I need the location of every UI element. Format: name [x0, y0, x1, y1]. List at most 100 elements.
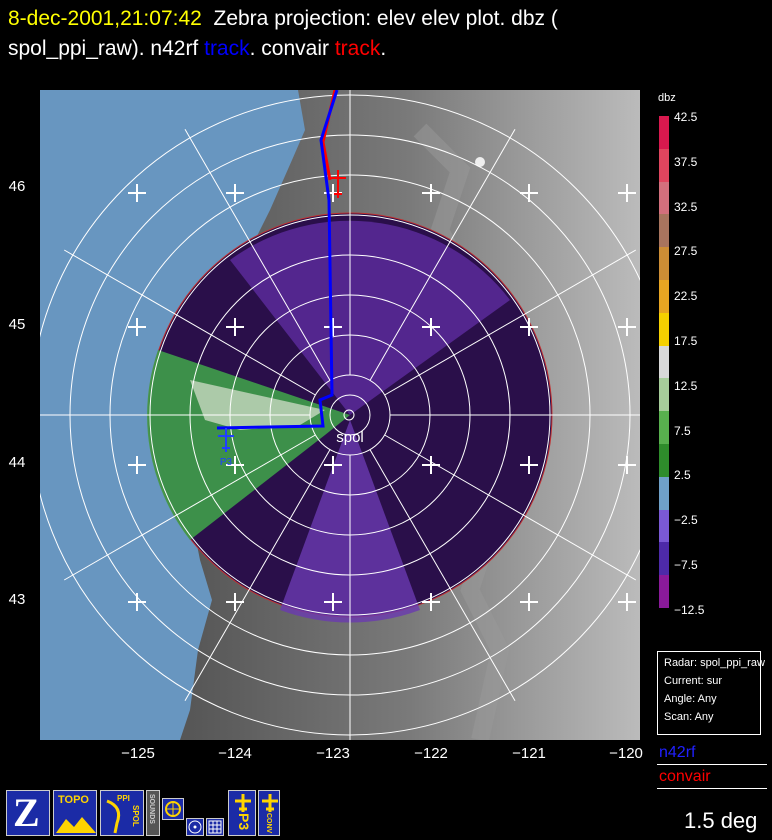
colorbar-swatch [659, 181, 669, 215]
radar-info-box: Radar: spol_ppi_raw Current: sur Angle: … [657, 651, 765, 735]
latlon-cross [618, 593, 636, 611]
azimuth-line [369, 128, 516, 381]
target-icon-button[interactable] [162, 798, 184, 820]
latlon-cross [422, 456, 440, 474]
p3-aircraft-button[interactable]: P3 [228, 790, 256, 836]
latlon-cross [422, 318, 440, 336]
radar-site-icon [343, 409, 355, 421]
mountain-icon [56, 817, 96, 833]
legend-divider-2 [657, 788, 767, 789]
colorbar-swatch [659, 542, 669, 576]
latlon-cross [226, 456, 244, 474]
radar-site-label: spol [336, 429, 364, 446]
lat-label-44: 44 [8, 454, 26, 471]
colorbar-swatch [659, 214, 669, 248]
colorbar-label: 12.5 [674, 378, 698, 393]
lat-label-46: 46 [8, 178, 26, 195]
latlon-cross [422, 184, 440, 202]
latlon-cross [128, 593, 146, 611]
lon-label-120: −120 [609, 745, 643, 762]
airplane-icon [235, 794, 251, 812]
lon-label-123: −123 [316, 745, 350, 762]
colorbar-swatch [659, 444, 669, 478]
convair-aircraft-button[interactable]: CONV [258, 790, 280, 836]
colorbar-swatch [659, 476, 669, 511]
echo-purple-north [230, 220, 510, 415]
colorbar-label: 32.5 [674, 199, 698, 214]
elevation-angle: 1.5 deg [684, 808, 758, 833]
legend-convair[interactable]: convair [659, 768, 711, 785]
colorbar-label: 2.5 [674, 468, 691, 483]
latlon-cross [422, 593, 440, 611]
azimuth-line [184, 128, 331, 381]
title-n42rf-track: track [204, 37, 250, 60]
title-convair-track: track [334, 37, 381, 60]
colorbar-swatch [659, 280, 669, 314]
azimuth-line [384, 249, 637, 396]
mountain-peak [475, 157, 485, 167]
latlon-cross [226, 593, 244, 611]
dot-circle-icon [188, 820, 202, 834]
lat-label-45: 45 [8, 316, 26, 333]
lon-label-124: −124 [218, 745, 252, 762]
echo-west-core [190, 380, 325, 430]
colorbar-label: −7.5 [674, 558, 698, 572]
colorbar-label: −2.5 [674, 513, 698, 528]
dot-circle-button[interactable] [186, 818, 204, 836]
sounds-button[interactable]: SOUNDS [146, 790, 160, 836]
grid-icon [208, 820, 222, 834]
title-line2a: spol_ppi_raw). n42rf [8, 37, 205, 60]
title-line1: Zebra projection: elev elev plot. dbz ( [213, 7, 558, 30]
info-current: Current: sur [664, 675, 723, 687]
colorbar-label: 17.5 [674, 334, 698, 348]
latlon-cross [618, 184, 636, 202]
legend-n42rf[interactable]: n42rf [659, 744, 696, 761]
lat-label-43: 43 [8, 591, 26, 608]
colorbar-label: 37.5 [674, 154, 698, 169]
colorbar-label: −12.5 [674, 602, 705, 617]
latlon-cross [520, 456, 538, 474]
colorbar-swatch [659, 345, 669, 379]
airplane-icon [262, 794, 278, 812]
azimuth-line [384, 434, 637, 581]
latlon-cross [128, 318, 146, 336]
radar-dish-icon [106, 799, 121, 834]
latlon-cross [618, 456, 636, 474]
radar-plot[interactable]: P3 spol [40, 90, 640, 740]
colorbar-label: 42.5 [674, 110, 698, 124]
latlon-cross [520, 593, 538, 611]
p3-label: P3 [220, 457, 233, 468]
title-datetime: 8-dec-2001,21:07:42 [8, 7, 202, 30]
zebra-z-button[interactable]: Z [6, 790, 50, 836]
colorbar-swatch [659, 312, 669, 347]
ppi-spol-button[interactable]: PPI SPOL [100, 790, 144, 836]
lon-label-122: −122 [414, 745, 448, 762]
colorbar-label: 22.5 [674, 289, 698, 304]
colorbar-title: dbz [658, 92, 676, 104]
latlon-cross [324, 318, 342, 336]
n42rf-track [216, 90, 339, 430]
info-scan: Scan: Any [664, 711, 714, 723]
colorbar-swatch [659, 148, 669, 183]
azimuth-line [63, 434, 316, 581]
lon-label-125: −125 [121, 745, 155, 762]
lon-label-121: −121 [512, 745, 546, 762]
colorbar-label: 7.5 [674, 423, 691, 438]
convair-aircraft-icon [330, 170, 346, 198]
latlon-cross [618, 318, 636, 336]
colorbar-swatch [659, 575, 669, 609]
legend-divider [657, 764, 767, 765]
plot-title: 8-dec-2001,21:07:42 Zebra projection: el… [8, 4, 558, 64]
azimuth-line [63, 249, 316, 396]
latlon-crosses [128, 184, 636, 611]
topo-button[interactable]: TOPO [53, 790, 97, 836]
colorbar-swatch [659, 411, 669, 445]
title-line2b: . convair [249, 37, 335, 60]
latlon-cross [324, 456, 342, 474]
latlon-cross [520, 318, 538, 336]
grid-button[interactable] [206, 818, 224, 836]
latlon-cross [226, 184, 244, 202]
info-radar: Radar: spol_ppi_raw [664, 657, 765, 669]
latlon-cross [128, 184, 146, 202]
latlon-cross [520, 184, 538, 202]
